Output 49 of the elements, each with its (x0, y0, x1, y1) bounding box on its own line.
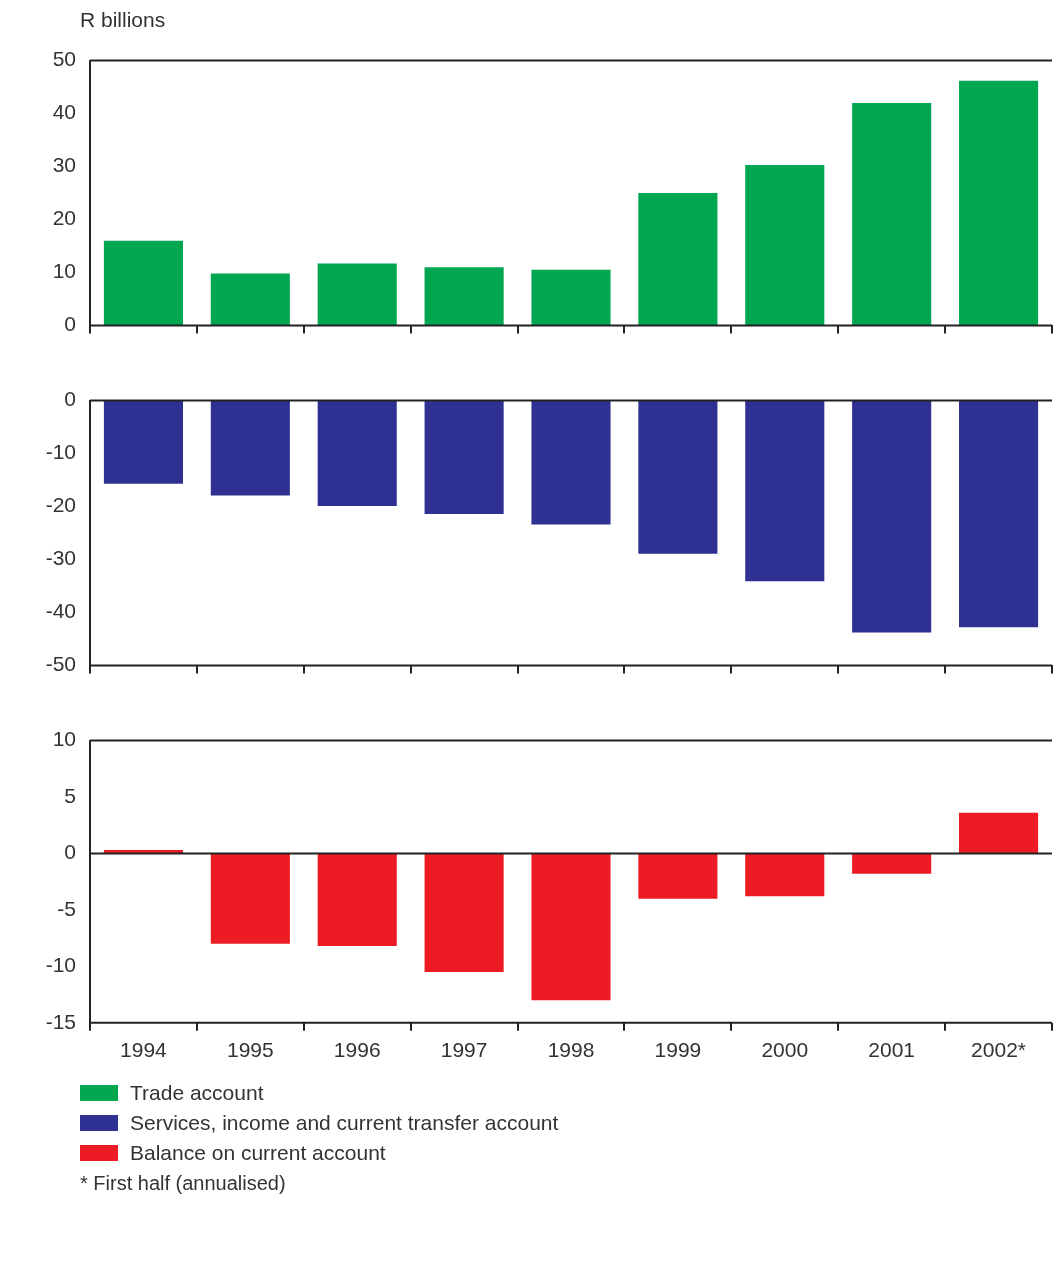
legend-label: Balance on current account (130, 1141, 386, 1165)
y-tick-label: 0 (64, 312, 76, 336)
y-tick-label: 40 (52, 100, 76, 124)
bar (959, 80, 1039, 326)
x-tick-label: 2001 (868, 1038, 916, 1062)
y-tick-label: 5 (64, 783, 76, 807)
bar (745, 164, 825, 326)
bar (531, 269, 611, 326)
bar (424, 853, 504, 972)
legend-label: Services, income and current transfer account (130, 1111, 559, 1135)
x-tick-label: 1997 (440, 1038, 488, 1062)
bar (103, 240, 183, 326)
y-tick-label: 0 (64, 840, 76, 864)
y-tick-label: -20 (45, 493, 76, 517)
x-tick-label: 2000 (761, 1038, 809, 1062)
bar (210, 853, 290, 944)
x-tick-label: 1999 (654, 1038, 702, 1062)
bar (638, 193, 718, 326)
y-tick-label: -30 (45, 546, 76, 570)
bar (317, 263, 397, 326)
text: * First half (annualised) (80, 1171, 287, 1196)
bar (852, 102, 932, 326)
y-tick-label: 30 (52, 153, 76, 177)
bar (852, 853, 932, 874)
x-tick-label: 1996 (333, 1038, 381, 1062)
bar (317, 853, 397, 947)
y-tick-label: -15 (45, 1009, 76, 1033)
bar (424, 267, 504, 326)
legend-label: Trade account (130, 1081, 264, 1105)
y-tick-label: 0 (64, 387, 76, 411)
x-tick-label: 1995 (226, 1038, 274, 1062)
x-tick-label: 1998 (547, 1038, 595, 1062)
bar (531, 853, 611, 1001)
x-tick-label: 2002* (971, 1038, 1026, 1062)
x-tick-label: 1994 (120, 1038, 168, 1062)
y-tick-label: -10 (45, 953, 76, 977)
y-tick-label: 50 (52, 47, 76, 71)
y-tick-label: 10 (52, 727, 76, 751)
bar (638, 853, 718, 899)
bar (210, 273, 290, 326)
y-axis-title: R billions (80, 8, 167, 33)
bar (745, 853, 825, 897)
y-tick-label: -50 (45, 652, 76, 676)
y-tick-label: 10 (52, 259, 76, 283)
y-tick-label: -5 (57, 896, 76, 920)
y-tick-label: 20 (52, 206, 76, 230)
y-tick-label: -40 (45, 599, 76, 623)
y-tick-label: -10 (45, 440, 76, 464)
bar (959, 812, 1039, 854)
